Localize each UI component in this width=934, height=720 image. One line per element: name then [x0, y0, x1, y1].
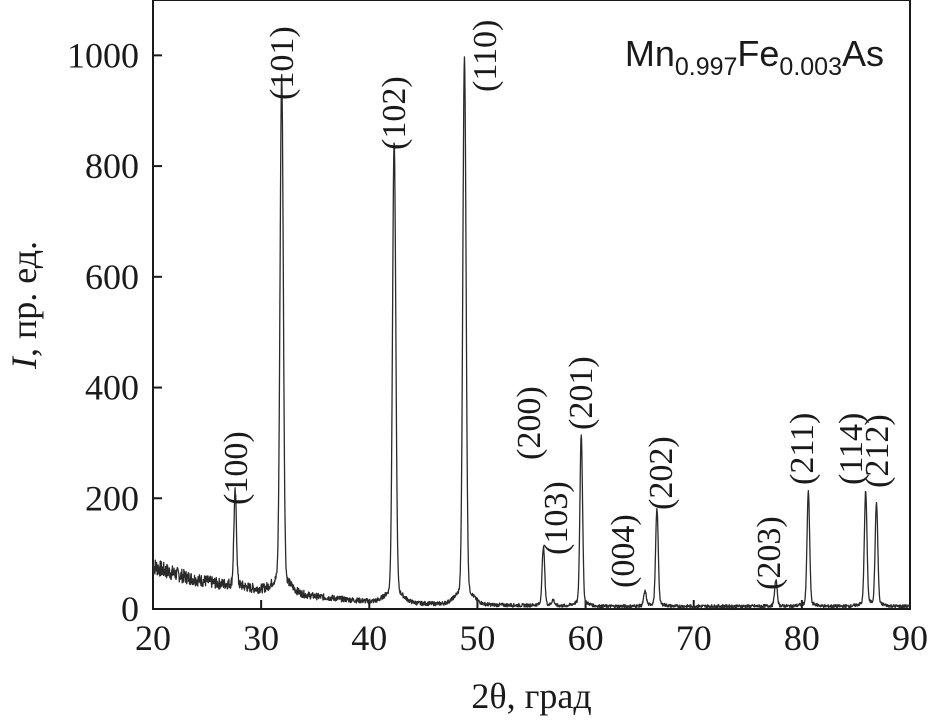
x-tick-label: 90 — [892, 618, 928, 658]
peak-labels-group: (100) (101) (102) (110) (200) (103) (201) (004)… — [218, 20, 896, 590]
x-tick-label: 70 — [676, 618, 712, 658]
y-axis-label-symbol: I — [4, 355, 44, 370]
compound-formula: Mn0.997Fe0.003As — [625, 33, 884, 81]
peak-label: (004) — [605, 514, 642, 588]
compound-fe-sub: 0.003 — [779, 53, 842, 81]
x-tick-label: 20 — [135, 618, 171, 658]
peak-label: (211) — [784, 413, 821, 485]
ticks-group: 20 30 40 50 60 70 80 90 0 200 400 600 800 1000 — [67, 35, 928, 658]
compound-as: As — [842, 33, 884, 74]
peak-label: (114) — [833, 413, 870, 485]
peak-label: (212) — [859, 414, 896, 488]
y-axis-label: I, пр. ед. — [4, 241, 44, 370]
x-tick-label: 80 — [784, 618, 820, 658]
peak-label: (202) — [643, 436, 680, 510]
x-tick-label: 50 — [459, 618, 495, 658]
compound-mn: Mn — [625, 33, 675, 74]
x-tick-label: 60 — [568, 618, 604, 658]
compound-mn-sub: 0.997 — [675, 53, 738, 81]
x-axis-label: 2θ, град — [471, 676, 591, 716]
y-tick-label: 400 — [85, 368, 139, 408]
x-tick-label: 40 — [351, 618, 387, 658]
peak-label: (103) — [538, 481, 575, 555]
plot-frame — [152, 0, 911, 610]
x-tick-label: 30 — [243, 618, 279, 658]
compound-fe: Fe — [737, 33, 779, 74]
axes-group — [152, 0, 911, 610]
peak-label: (203) — [751, 516, 788, 590]
peak-label: (201) — [563, 356, 600, 430]
peak-label: (200) — [511, 386, 548, 460]
peak-label: (100) — [218, 431, 255, 505]
series-group — [152, 56, 911, 609]
y-axis-label-rest: , пр. ед. — [4, 241, 44, 357]
y-tick-label: 1000 — [67, 35, 139, 75]
y-tick-label: 200 — [85, 478, 139, 518]
peak-label: (110) — [467, 20, 504, 92]
peak-label: (102) — [376, 76, 413, 150]
peak-label: (101) — [264, 26, 301, 100]
y-tick-label: 800 — [85, 146, 139, 186]
diffraction-series-line — [152, 56, 911, 609]
y-tick-label: 0 — [121, 589, 139, 629]
y-tick-label: 600 — [85, 257, 139, 297]
